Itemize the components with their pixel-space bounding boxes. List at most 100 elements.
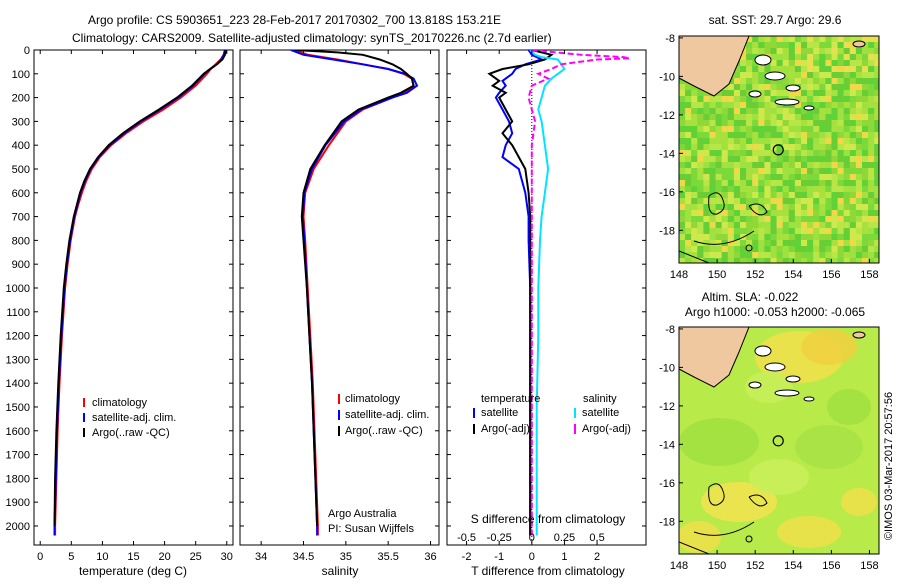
sst-cell [825, 120, 832, 127]
sst-cell [685, 156, 692, 163]
sst-cell [776, 168, 783, 175]
x-tick-label: 2 [594, 551, 600, 563]
sst-cell [855, 204, 863, 211]
sst-cell [788, 36, 795, 43]
sst-cell [788, 174, 795, 181]
sst-cell [819, 102, 826, 109]
sst-cell [794, 132, 802, 139]
series-line-salinity-argo-adj- [527, 50, 630, 536]
sst-cell [770, 60, 777, 67]
sst-cell [868, 102, 875, 109]
sst-cell [825, 252, 832, 259]
sst-cell [691, 204, 698, 211]
sst-cell [685, 84, 692, 91]
sst-cell [782, 66, 789, 73]
sst-cell [862, 132, 869, 139]
sst-cell [691, 84, 698, 91]
sst-cell [837, 126, 844, 133]
sst-cell [770, 120, 777, 127]
sst-cell [740, 66, 747, 73]
sst-cell [709, 204, 716, 211]
sst-cell [727, 228, 734, 235]
sst-cell [813, 156, 820, 163]
sst-cell [770, 192, 777, 199]
sst-cell [679, 126, 686, 133]
sst-cell [831, 78, 838, 85]
sst-cell [849, 72, 856, 79]
sst-cell [715, 180, 722, 187]
sst-cell [831, 252, 838, 259]
sst-cell [868, 156, 875, 163]
sst-cell [868, 84, 875, 91]
sst-cell [868, 138, 875, 145]
sst-cell [746, 54, 753, 61]
legend-title-temperature: temperature [481, 393, 540, 405]
sst-cell [807, 228, 814, 235]
sst-cell [721, 126, 728, 133]
sst-cell [746, 162, 753, 169]
sst-cell [801, 246, 808, 253]
sst-cell [819, 126, 826, 133]
sst-cell [703, 108, 710, 115]
sst-cell [788, 216, 795, 223]
sst-cell [874, 126, 879, 133]
sst-cell [843, 234, 850, 241]
sst-cell [709, 162, 716, 169]
sst-cell [703, 114, 710, 121]
salinity-tick-label: 0 [529, 532, 535, 544]
sst-cell [837, 36, 844, 43]
sst-cell [685, 96, 692, 103]
sst-cell [697, 252, 704, 259]
sst-cell [801, 210, 808, 217]
sst-cell [831, 234, 838, 241]
sst-cell [874, 114, 879, 121]
sst-cell [758, 168, 765, 175]
sst-cell [874, 42, 879, 49]
sst-cell [813, 186, 820, 193]
sst-cell [794, 246, 802, 253]
sst-cell [874, 246, 879, 253]
sst-cell [813, 252, 820, 259]
series-line-temperature-argo-adj- [487, 50, 554, 536]
sst-cell [764, 150, 771, 157]
sst-cell [801, 60, 808, 67]
sst-cell [855, 144, 863, 151]
sst-cell [691, 222, 698, 229]
sst-cell [782, 48, 789, 55]
sst-cell [788, 204, 795, 211]
sst-cell [837, 228, 844, 235]
sst-cell [807, 162, 814, 169]
sst-cell [849, 258, 856, 263]
sst-cell [746, 216, 753, 223]
sst-cell [807, 246, 814, 253]
sst-cell [679, 84, 686, 91]
sst-cell [801, 168, 808, 175]
sst-cell [740, 252, 747, 259]
lon-tick-label: 156 [822, 269, 840, 281]
sst-cell [813, 198, 820, 205]
sst-cell [807, 120, 814, 127]
sst-cell [776, 246, 783, 253]
sst-cell [874, 78, 879, 85]
sst-cell [874, 102, 879, 109]
sst-cell [794, 48, 802, 55]
sst-cell [849, 150, 856, 157]
sst-cell [794, 216, 802, 223]
sst-cell [874, 120, 879, 127]
sst-cell [801, 114, 808, 121]
sst-cell [776, 126, 783, 133]
sst-cell [788, 252, 795, 259]
y-tick-label: 1700 [6, 450, 30, 462]
sla-contour-blob [795, 425, 863, 469]
sst-cell [685, 228, 692, 235]
sst-cell [788, 186, 795, 193]
sst-cell [685, 120, 692, 127]
sst-cell [788, 138, 795, 145]
sst-cell [758, 48, 765, 55]
sst-cell [770, 198, 777, 205]
sst-cell [679, 168, 686, 175]
sst-cell [740, 120, 747, 127]
sst-map-title: sat. SST: 29.7 Argo: 29.6 [709, 13, 842, 27]
sst-cell [733, 150, 741, 157]
sst-cell [794, 66, 802, 73]
